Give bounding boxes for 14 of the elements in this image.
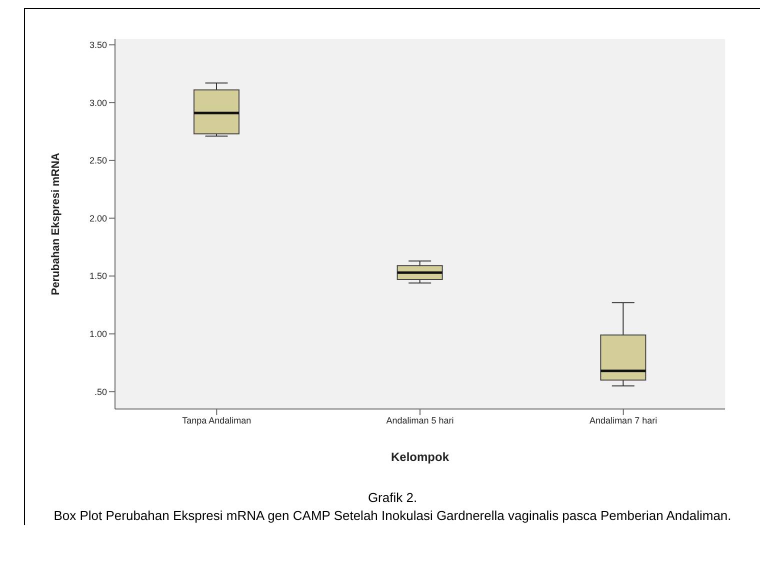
y-axis-title: Perubahan Ekspresi mRNA xyxy=(50,152,62,296)
x-tick-label: Tanpa Andaliman xyxy=(182,415,252,426)
x-axis-title: Kelompok xyxy=(390,450,450,464)
y-tick-label: 2.00 xyxy=(89,213,107,224)
text: Grafik 2. xyxy=(366,489,418,507)
x-tick-label: Andaliman 7 hari xyxy=(590,415,658,426)
y-tick-label: 3.00 xyxy=(89,98,107,108)
y-tick-label: 2.50 xyxy=(89,156,107,166)
text: Box Plot Perubahan Ekspresi mRNA gen CAMP Setelah Inokulasi Gardnerella vaginalis pasca Pemberian Andaliman. xyxy=(52,507,732,525)
y-tick-label: 1.50 xyxy=(89,271,107,282)
y-tick-label: .50 xyxy=(94,386,107,397)
y-tick-label: 1.00 xyxy=(89,329,107,340)
y-tick-label: 3.50 xyxy=(89,40,107,50)
x-tick-label: Andaliman 5 hari xyxy=(386,415,454,426)
